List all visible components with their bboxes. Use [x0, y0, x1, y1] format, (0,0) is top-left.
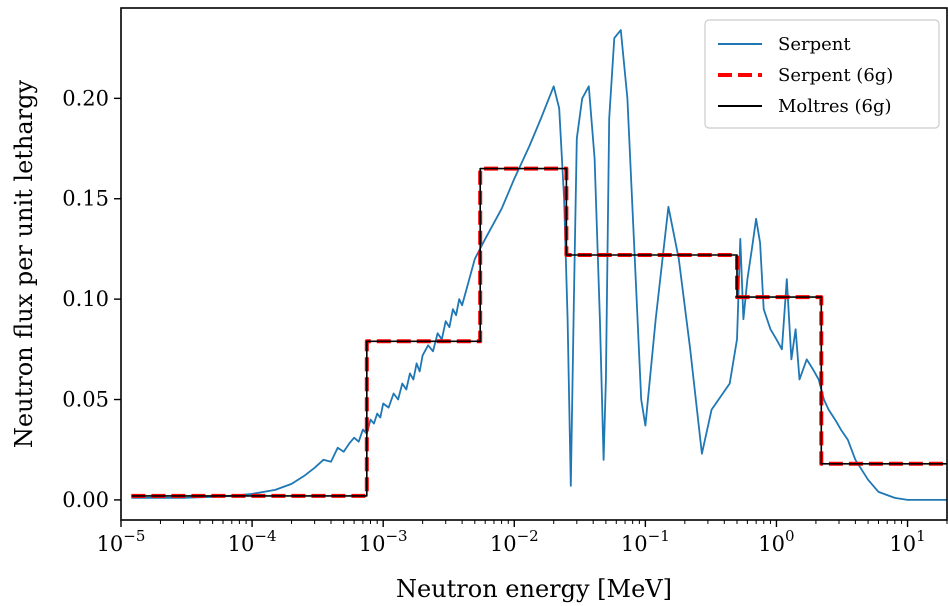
- x-tick-label: 10−3: [359, 527, 408, 556]
- series-line: [131, 166, 947, 498]
- y-tick-label: 0.20: [62, 86, 109, 110]
- x-tick-label: 10−1: [621, 527, 670, 556]
- legend-label-serpent-6g: Serpent (6g): [778, 65, 893, 86]
- y-axis-label: Neutron flux per unit lethargy: [10, 79, 38, 448]
- y-tick-label: 0.15: [62, 187, 109, 211]
- plot-frame: [120, 7, 948, 521]
- legend: Serpent Serpent (6g) Moltres (6g): [704, 19, 940, 129]
- x-axis: 10−5 10−4 10−3 10−2 10−1 100 101: [97, 520, 948, 556]
- x-tick-label: 101: [889, 527, 925, 556]
- x-tick-label: 100: [758, 527, 794, 556]
- x-axis-label: Neutron energy [MeV]: [396, 575, 672, 603]
- legend-label-serpent: Serpent: [778, 34, 851, 55]
- series-line: [131, 29, 947, 501]
- y-tick-label: 0.05: [62, 388, 109, 412]
- y-tick-label: 0.10: [62, 287, 109, 311]
- legend-box: [704, 19, 940, 129]
- x-tick-label: 10−4: [228, 527, 277, 556]
- series-line: [131, 167, 947, 497]
- series-layer: [131, 29, 947, 501]
- legend-label-moltres-6g: Moltres (6g): [778, 96, 892, 117]
- y-axis: 0.00 0.05 0.10 0.15 0.20: [62, 86, 121, 512]
- y-tick-label: 0.00: [62, 488, 109, 512]
- x-tick-label: 10−5: [97, 527, 146, 556]
- x-tick-label: 10−2: [490, 527, 539, 556]
